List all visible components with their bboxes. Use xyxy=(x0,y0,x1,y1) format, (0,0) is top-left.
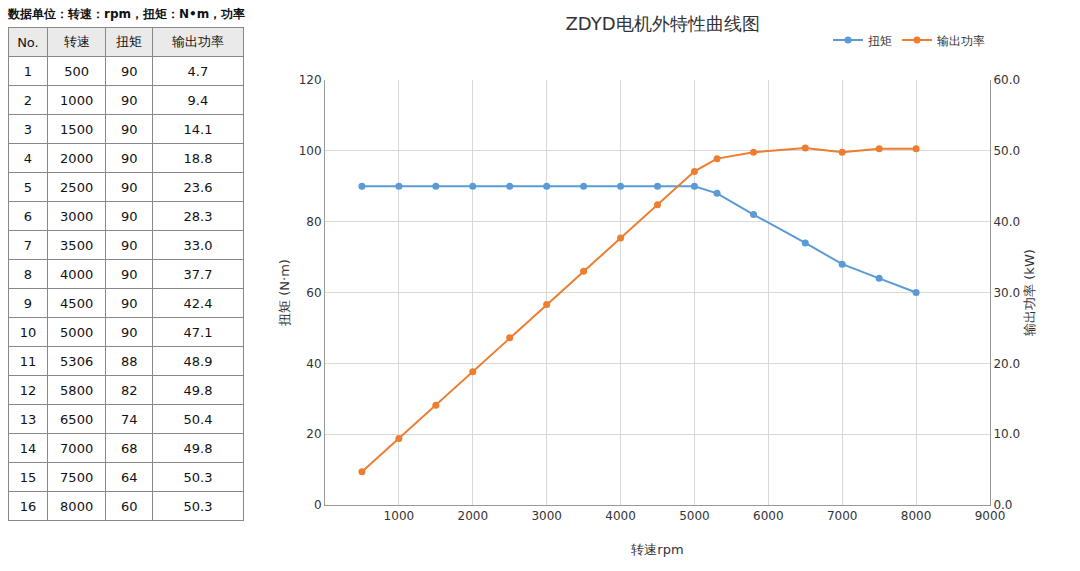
svg-text:0: 0 xyxy=(314,498,322,512)
html-text:3500: 3500 xyxy=(60,237,94,253)
html-text:6500: 6500 xyxy=(60,411,94,427)
html-text:8000: 8000 xyxy=(60,498,94,514)
html-text:16: 16 xyxy=(19,498,37,514)
svg-text:ZDYD电机外特性曲线图: ZDYD电机外特性曲线图 xyxy=(565,13,759,34)
svg-text:扭矩 (N·m): 扭矩 (N·m) xyxy=(277,259,292,326)
svg-text:8000: 8000 xyxy=(901,509,932,523)
svg-text:转速rpm: 转速rpm xyxy=(631,542,683,557)
html-text:90: 90 xyxy=(120,63,138,79)
svg-text:9000: 9000 xyxy=(975,509,1006,523)
svg-text:40.0: 40.0 xyxy=(993,215,1020,229)
html-text:7000: 7000 xyxy=(60,440,94,456)
svg-text:50.0: 50.0 xyxy=(993,144,1020,158)
html-text:37.7: 37.7 xyxy=(183,266,213,282)
svg-text:扭矩: 扭矩 xyxy=(868,34,892,48)
html-text:1: 1 xyxy=(23,63,33,79)
svg-text:120: 120 xyxy=(299,73,322,87)
html-text:90: 90 xyxy=(120,237,138,253)
svg-text:输出功率: 输出功率 xyxy=(937,34,985,48)
html-text:6: 6 xyxy=(23,208,33,224)
html-text:90: 90 xyxy=(120,266,138,282)
html-text:33.0: 33.0 xyxy=(183,237,213,253)
html-text:4.7: 4.7 xyxy=(187,63,209,79)
html-text:90: 90 xyxy=(120,324,138,340)
html-text:1000: 1000 xyxy=(60,92,94,108)
html-text:扭矩: 扭矩 xyxy=(116,34,143,49)
html-text:90: 90 xyxy=(120,92,138,108)
html-text:14.1: 14.1 xyxy=(183,121,213,137)
html-text:15: 15 xyxy=(19,469,37,485)
svg-text:1000: 1000 xyxy=(384,509,415,523)
html-text:9.4: 9.4 xyxy=(187,92,209,108)
svg-text:30.0: 30.0 xyxy=(993,286,1020,300)
svg-text:0.0: 0.0 xyxy=(993,498,1012,512)
html-text:输出功率: 输出功率 xyxy=(171,34,224,49)
html-text:数据单位：转速：rpm，扭矩：N•m，功率：kW: 数据单位：转速：rpm，扭矩：N•m，功率：kW xyxy=(8,7,279,21)
html-text:90: 90 xyxy=(120,295,138,311)
html-text:50.4: 50.4 xyxy=(183,411,213,427)
svg-text:5000: 5000 xyxy=(679,509,710,523)
html-text:90: 90 xyxy=(120,208,138,224)
html-text:60: 60 xyxy=(120,498,138,514)
html-text:500: 500 xyxy=(64,63,90,79)
html-text:2500: 2500 xyxy=(60,179,94,195)
html-text:7500: 7500 xyxy=(60,469,94,485)
html-text:3: 3 xyxy=(23,121,33,137)
html-text:11: 11 xyxy=(19,353,37,369)
svg-text:100: 100 xyxy=(299,144,322,158)
svg-text:60.0: 60.0 xyxy=(993,73,1020,87)
html-text:No.: No. xyxy=(17,34,39,50)
html-text:4500: 4500 xyxy=(60,295,94,311)
html-text:5: 5 xyxy=(23,179,33,195)
html-text:28.3: 28.3 xyxy=(183,208,213,224)
html-text:8: 8 xyxy=(23,266,33,282)
html-text:23.6: 23.6 xyxy=(183,179,213,195)
html-text:1500: 1500 xyxy=(60,121,94,137)
html-text:90: 90 xyxy=(120,179,138,195)
svg-text:3000: 3000 xyxy=(531,509,562,523)
html-text:7: 7 xyxy=(23,237,33,253)
html-text:74: 74 xyxy=(120,411,138,427)
svg-text:10.0: 10.0 xyxy=(993,427,1020,441)
html-text:90: 90 xyxy=(120,121,138,137)
html-text:12: 12 xyxy=(19,382,37,398)
svg-text:40: 40 xyxy=(306,357,321,371)
html-text:5800: 5800 xyxy=(60,382,94,398)
html-text:4: 4 xyxy=(23,150,33,166)
html-text:4000: 4000 xyxy=(60,266,94,282)
html-text:68: 68 xyxy=(120,440,138,456)
html-text:47.1: 47.1 xyxy=(183,324,213,340)
html-text:49.8: 49.8 xyxy=(183,440,213,456)
html-text:10: 10 xyxy=(19,324,37,340)
svg-text:4000: 4000 xyxy=(605,509,636,523)
html-text:48.9: 48.9 xyxy=(183,353,213,369)
html-text:90: 90 xyxy=(120,150,138,166)
svg-text:60: 60 xyxy=(306,286,321,300)
html-text:88: 88 xyxy=(120,353,138,369)
html-text:18.8: 18.8 xyxy=(183,150,213,166)
html-text:2000: 2000 xyxy=(60,150,94,166)
svg-text:7000: 7000 xyxy=(827,509,858,523)
html-text:3000: 3000 xyxy=(60,208,94,224)
svg-text:20: 20 xyxy=(306,427,321,441)
html-text:82: 82 xyxy=(120,382,138,398)
html-text:50.3: 50.3 xyxy=(183,498,213,514)
svg-text:2000: 2000 xyxy=(458,509,489,523)
html-text:9: 9 xyxy=(23,295,33,311)
html-text:50.3: 50.3 xyxy=(183,469,213,485)
html-text:5000: 5000 xyxy=(60,324,94,340)
svg-text:80: 80 xyxy=(306,215,321,229)
html-text:2: 2 xyxy=(23,92,33,108)
svg-text:6000: 6000 xyxy=(753,509,784,523)
html-text:5306: 5306 xyxy=(60,353,94,369)
svg-text:20.0: 20.0 xyxy=(993,357,1020,371)
html-text:13: 13 xyxy=(19,411,37,427)
html-text:14: 14 xyxy=(19,440,37,456)
svg-text:输出功率 (kW): 输出功率 (kW) xyxy=(1022,249,1037,336)
html-text:49.8: 49.8 xyxy=(183,382,213,398)
html-text:42.4: 42.4 xyxy=(183,295,213,311)
html-text:转速: 转速 xyxy=(63,34,90,49)
html-text:64: 64 xyxy=(120,469,138,485)
